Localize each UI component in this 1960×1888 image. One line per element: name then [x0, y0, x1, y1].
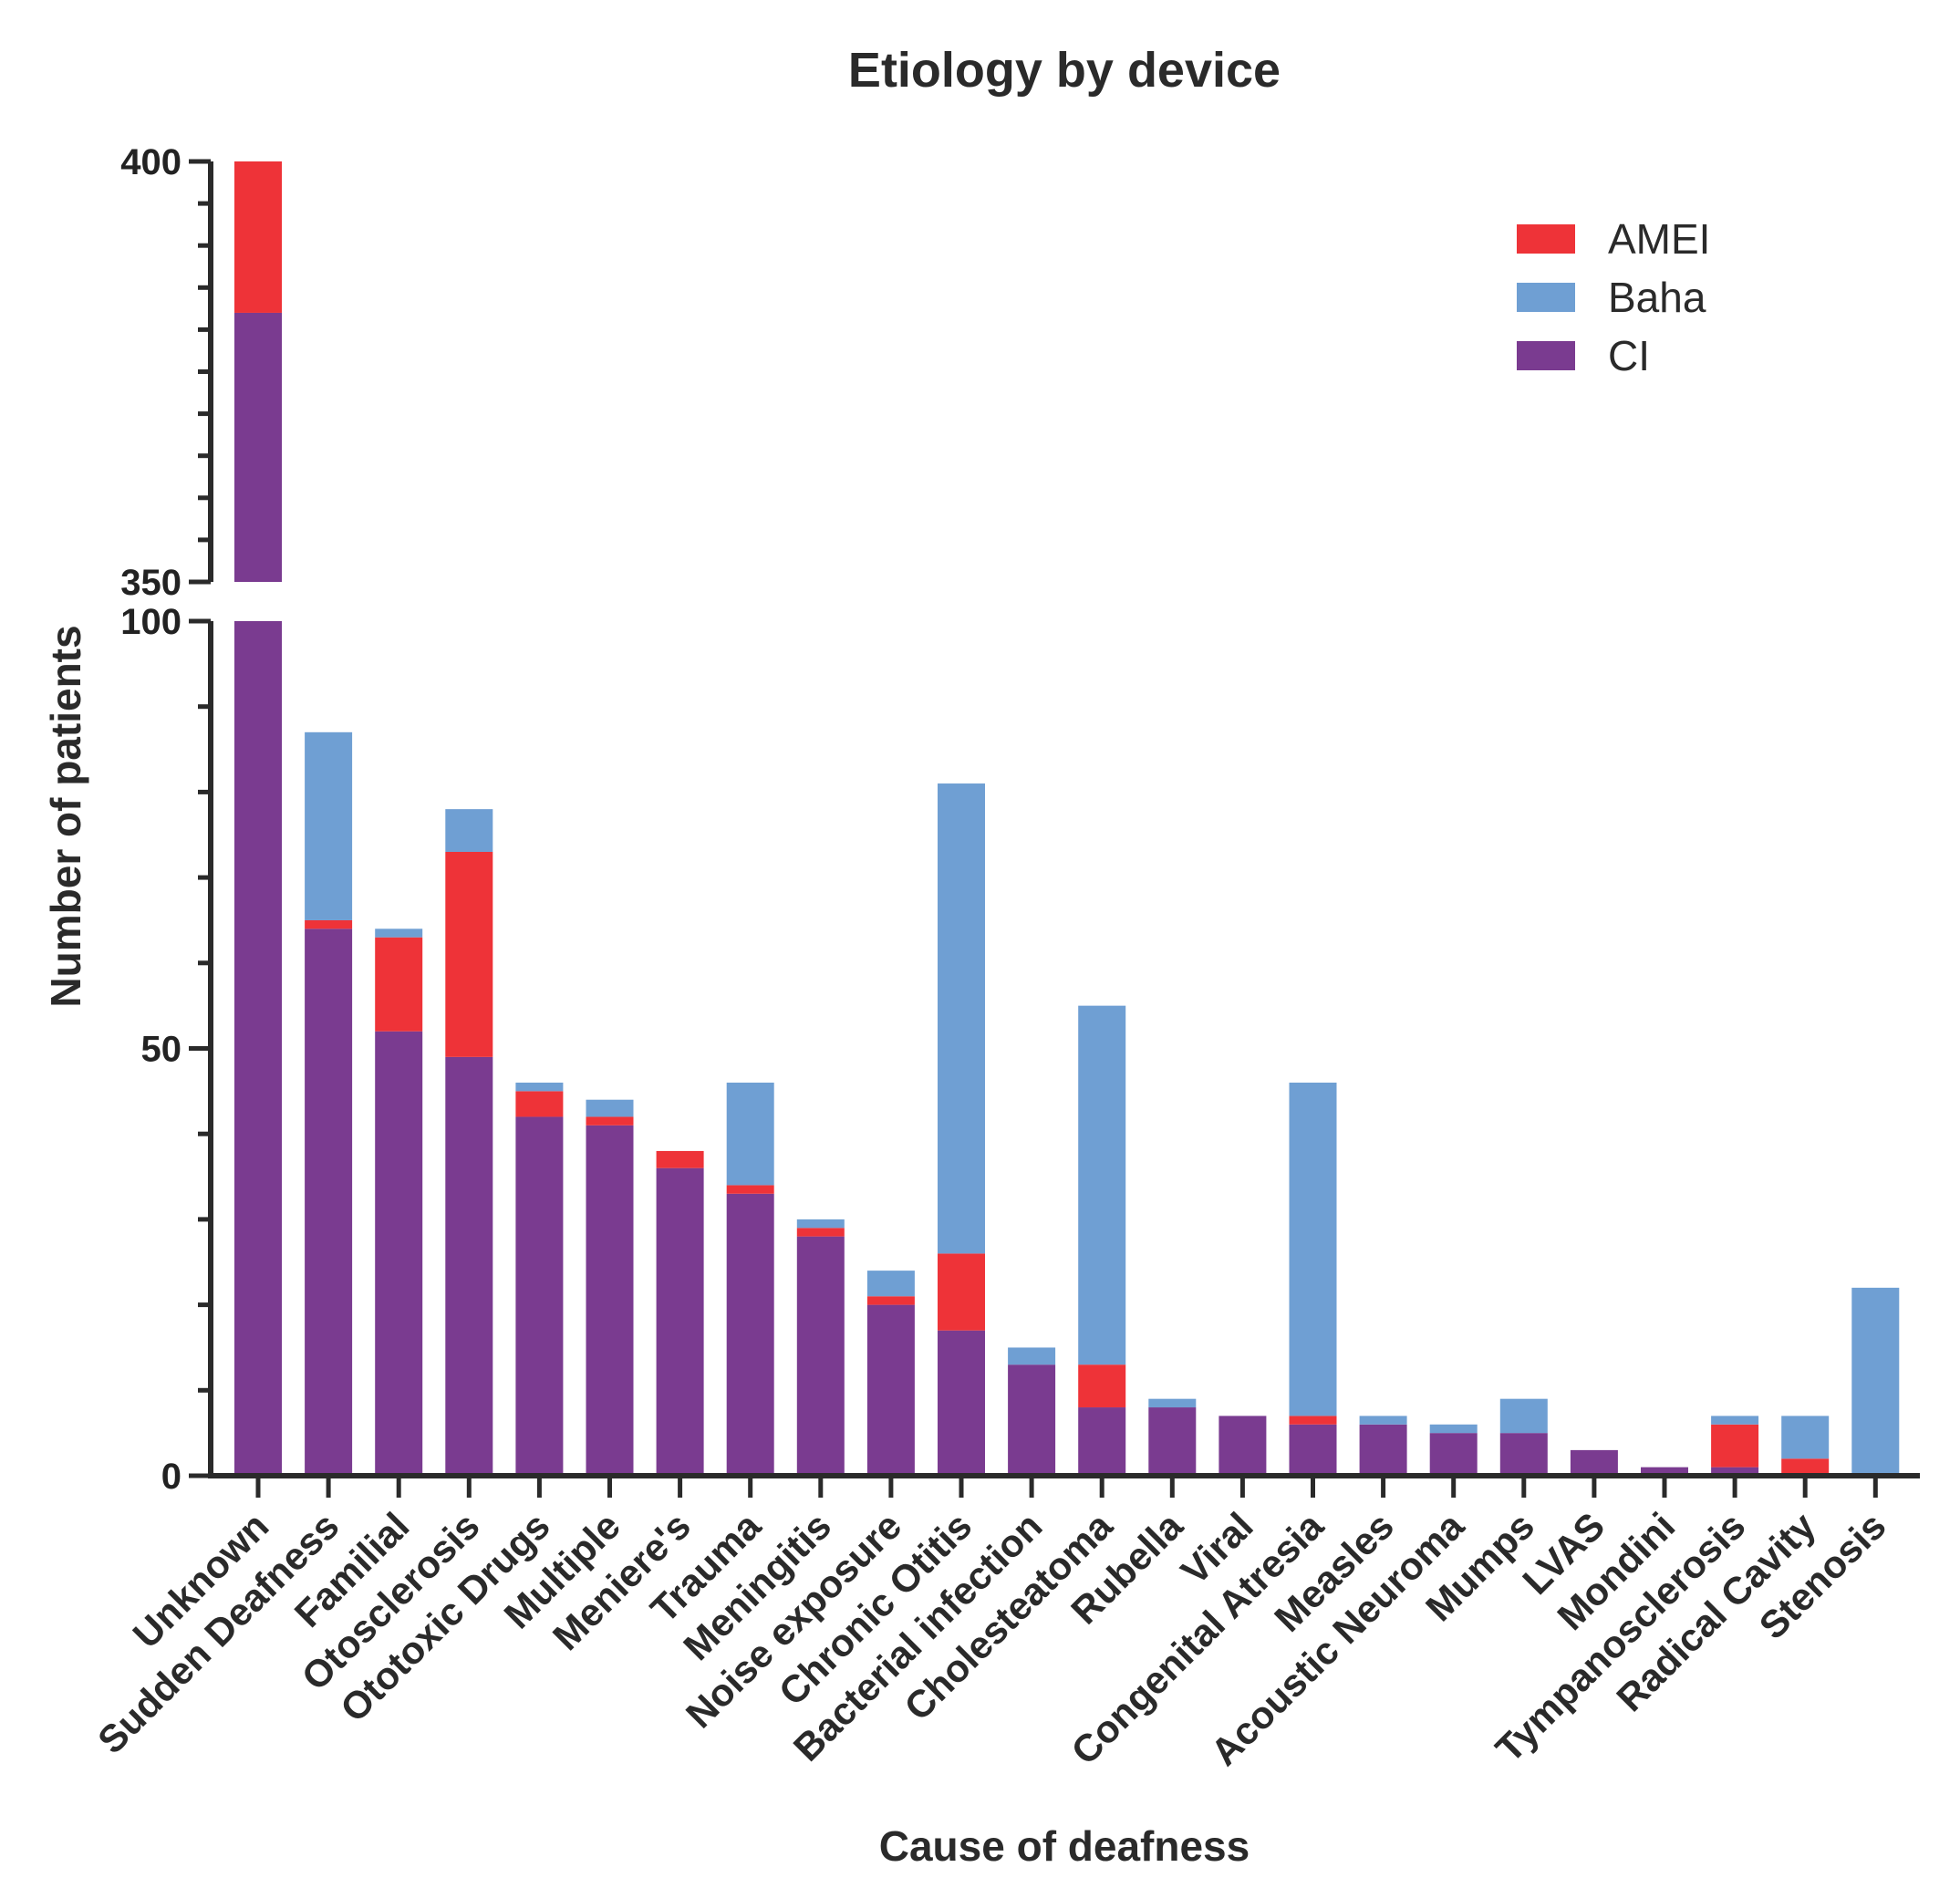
bar-baha-mumps [1499, 1398, 1548, 1434]
bar-ci-bacterial-infection [1008, 1364, 1056, 1476]
bar-ci-viral [1219, 1416, 1267, 1476]
bar-baha-congenital-atresia [1289, 1082, 1337, 1416]
y-tick-label: 400 [120, 142, 181, 182]
bar-amei-tympanosclerosis [1711, 1424, 1759, 1468]
bar-amei-otosclerosis [445, 851, 493, 1057]
bar-ci-chronic-otitis [938, 1330, 985, 1476]
bar-amei-meniere-s [656, 1150, 704, 1168]
y-tick-label: 0 [161, 1457, 181, 1497]
bar-baha-trauma [726, 1082, 774, 1186]
x-axis-title: Cause of deafness [879, 1822, 1250, 1870]
bar-baha-rubella [1148, 1398, 1197, 1408]
bar-ci-meningitis [796, 1236, 845, 1476]
y-axis-title: Number of patients [42, 625, 89, 1007]
legend-label-ci: CI [1608, 332, 1650, 379]
bar-ci-meniere-s [656, 1167, 704, 1476]
bar-upper-amei-unknown [234, 161, 282, 313]
bar-ci-mondini [1641, 1467, 1688, 1476]
bar-ci-cholesteatoma [1078, 1407, 1126, 1476]
bar-ci-tympanosclerosis [1711, 1467, 1759, 1476]
bar-baha-multiple [586, 1099, 634, 1117]
bar-amei-meningitis [796, 1228, 845, 1237]
bar-baha-stenosis [1851, 1287, 1900, 1476]
bar-baha-otosclerosis [445, 809, 493, 852]
bar-ci-unknown [234, 621, 282, 1476]
bar-baha-chronic-otitis [938, 783, 985, 1254]
bars-layer [234, 161, 1900, 1476]
bar-baha-measles [1359, 1416, 1407, 1425]
bar-baha-radical-cavity [1781, 1416, 1830, 1459]
legend-swatch-amei [1517, 224, 1575, 254]
bar-amei-trauma [726, 1185, 774, 1194]
bar-baha-meningitis [796, 1219, 845, 1229]
bar-baha-cholesteatoma [1078, 1005, 1126, 1365]
bar-amei-ototoxic-drugs [515, 1091, 564, 1117]
legend: AMEI Baha CI [1517, 215, 1710, 379]
bar-baha-tympanosclerosis [1711, 1416, 1759, 1425]
bar-amei-sudden-deafness [305, 919, 353, 929]
bar-amei-congenital-atresia [1289, 1416, 1337, 1425]
bar-ci-rubella [1148, 1407, 1197, 1476]
bar-baha-acoustic-neuroma [1429, 1424, 1478, 1434]
bar-ci-lvas [1570, 1449, 1618, 1476]
legend-swatch-baha [1517, 283, 1575, 312]
bar-ci-acoustic-neuroma [1429, 1433, 1478, 1476]
y-tick-label: 350 [120, 563, 181, 603]
bar-baha-ototoxic-drugs [515, 1082, 564, 1092]
y-tick-label: 50 [141, 1030, 182, 1070]
bar-ci-multiple [586, 1125, 634, 1476]
bar-ci-familial [375, 1031, 423, 1476]
legend-label-amei: AMEI [1608, 215, 1710, 263]
bar-ci-sudden-deafness [305, 928, 353, 1476]
bar-ci-noise-exposure [866, 1304, 915, 1476]
bar-ci-ototoxic-drugs [515, 1116, 564, 1476]
y-tick-label: 100 [120, 602, 181, 642]
bar-baha-bacterial-infection [1008, 1347, 1056, 1365]
bar-amei-multiple [586, 1116, 634, 1126]
bar-amei-chronic-otitis [938, 1253, 985, 1331]
bar-baha-familial [375, 928, 423, 938]
bar-ci-congenital-atresia [1289, 1424, 1337, 1476]
legend-swatch-ci [1517, 341, 1575, 370]
bar-ci-mumps [1499, 1433, 1548, 1476]
chart-title: Etiology by device [848, 43, 1281, 98]
bar-amei-radical-cavity [1781, 1458, 1830, 1476]
bar-ci-measles [1359, 1424, 1407, 1476]
bar-upper-ci-unknown [234, 312, 282, 582]
bar-amei-noise-exposure [866, 1296, 915, 1305]
bar-ci-otosclerosis [445, 1056, 493, 1476]
bar-baha-noise-exposure [866, 1271, 915, 1297]
bar-amei-familial [375, 937, 423, 1032]
bar-baha-sudden-deafness [305, 731, 353, 920]
bar-ci-trauma [726, 1193, 774, 1476]
legend-label-baha: Baha [1608, 274, 1706, 321]
bar-amei-cholesteatoma [1078, 1364, 1126, 1408]
